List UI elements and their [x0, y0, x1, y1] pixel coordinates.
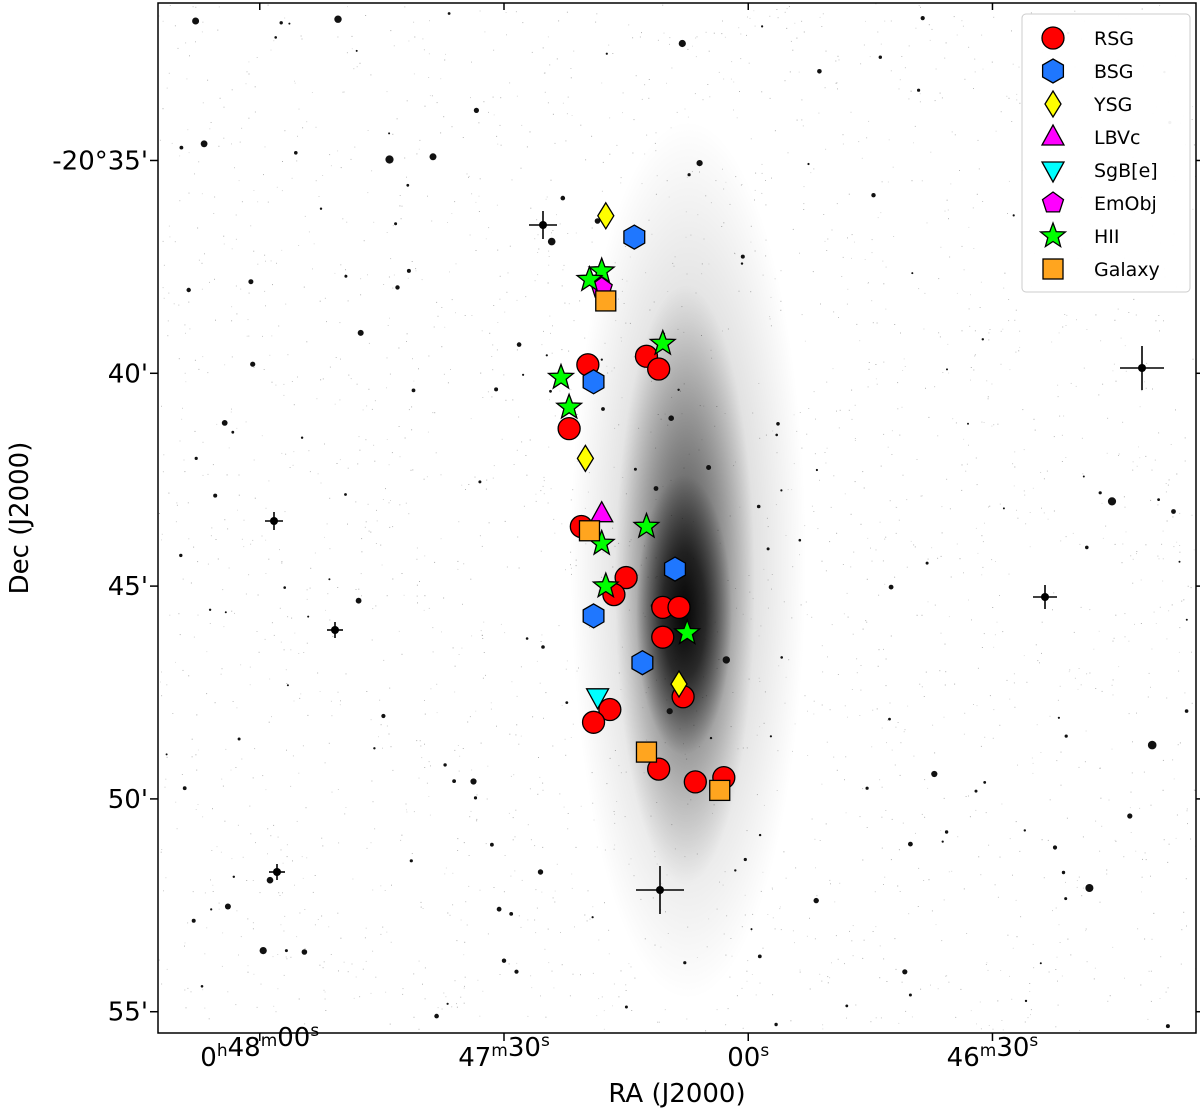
point-bsg-1: [582, 369, 605, 395]
x-tick-label-2: 00s: [727, 1041, 769, 1073]
point-galaxy-2: [635, 741, 658, 763]
point-sgb-e-0: [585, 688, 610, 711]
point-rsg-14: [683, 770, 707, 794]
legend-marker-sgb-e: [1040, 161, 1066, 184]
legend-label-bsg: BSG: [1094, 61, 1133, 83]
legend-label-hii: HII: [1094, 226, 1120, 248]
point-rsg-11: [598, 697, 622, 722]
legend: RSG BSG YSG LBVc SgB[e] EmObj HII Galaxy: [1021, 13, 1191, 293]
y-tick-label-1: 40': [108, 359, 148, 389]
point-rsg-12: [581, 710, 606, 734]
point-galaxy-3: [709, 779, 731, 802]
y-axis-label: Dec (J2000): [5, 442, 35, 595]
legend-label-lbvc: LBVc: [1094, 127, 1140, 149]
point-bsg-0: [623, 224, 646, 250]
x-tick-label-0: 0h48m00s: [200, 1021, 319, 1073]
legend-marker-emobj: [1041, 191, 1065, 213]
point-rsg-9: [651, 625, 675, 649]
point-ysg-1: [576, 444, 595, 473]
legend-label-emobj: EmObj: [1094, 193, 1157, 215]
legend-marker-lbvc: [1040, 123, 1066, 146]
legend-marker-ysg: [1044, 89, 1062, 119]
point-hii-2: [575, 264, 604, 292]
point-galaxy-0: [595, 290, 617, 312]
y-tick-label-2: 45': [108, 572, 148, 602]
point-rsg-3: [557, 416, 581, 441]
legend-marker-bsg: [1041, 58, 1065, 84]
point-rsg-8: [667, 595, 691, 620]
point-hii-1: [587, 256, 616, 284]
legend-label-sgb-e: SgB[e]: [1094, 160, 1158, 182]
y-tick-label-0: -20°35': [52, 146, 148, 176]
legend-marker-galaxy: [1042, 258, 1064, 280]
point-ysg-2: [670, 669, 688, 699]
y-tick-label-3: 50': [108, 785, 148, 815]
x-tick-label-1: 47m30s: [458, 1031, 550, 1073]
point-rsg-5: [614, 565, 638, 590]
point-hii-4: [555, 392, 584, 420]
legend-label-galaxy: Galaxy: [1094, 259, 1160, 281]
point-galaxy-1: [578, 520, 601, 542]
legend-label-rsg: RSG: [1094, 28, 1134, 50]
point-hii-7: [591, 571, 620, 599]
plot-frame: [157, 2, 1197, 1034]
point-lbvc-0: [589, 500, 614, 523]
point-bsg-3: [631, 649, 654, 676]
point-ysg-0: [597, 201, 615, 231]
legend-marker-hii: [1038, 221, 1068, 248]
point-hii-0: [648, 328, 677, 356]
x-axis-label: RA (J2000): [608, 1079, 745, 1109]
x-tick-label-3: 46m30s: [947, 1031, 1039, 1073]
legend-label-ysg: YSG: [1093, 94, 1132, 116]
y-tick-label-4: 55': [108, 998, 148, 1028]
point-rsg-1: [647, 357, 671, 381]
point-bsg-2: [663, 556, 687, 582]
point-bsg-4: [582, 603, 605, 629]
point-hii-8: [673, 618, 702, 645]
point-hii-3: [546, 362, 576, 390]
point-rsg-13: [647, 757, 671, 781]
point-hii-5: [632, 511, 661, 539]
legend-box: [1021, 13, 1191, 293]
legend-marker-rsg: [1041, 26, 1065, 50]
